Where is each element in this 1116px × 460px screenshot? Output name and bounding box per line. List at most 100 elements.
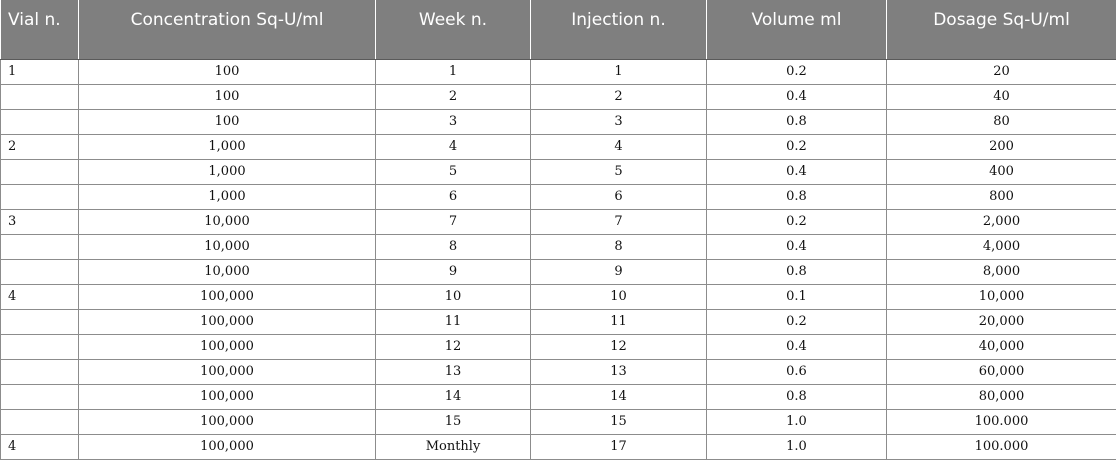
cell-vial: 4	[1, 434, 79, 459]
cell-week: 13	[376, 359, 531, 384]
header-dosage: Dosage Sq-U/ml	[887, 0, 1116, 59]
cell-volume: 0.2	[707, 134, 887, 159]
cell-injection: 3	[531, 109, 707, 134]
cell-dosage: 20,000	[887, 309, 1116, 334]
cell-concentration: 100,000	[79, 409, 376, 434]
cell-concentration: 100,000	[79, 359, 376, 384]
cell-injection: 4	[531, 134, 707, 159]
cell-concentration: 10,000	[79, 234, 376, 259]
cell-week: Monthly	[376, 434, 531, 459]
cell-vial: 1	[1, 59, 79, 84]
cell-volume: 0.4	[707, 334, 887, 359]
cell-dosage: 4,000	[887, 234, 1116, 259]
cell-dosage: 400	[887, 159, 1116, 184]
cell-vial	[1, 334, 79, 359]
cell-injection: 2	[531, 84, 707, 109]
cell-injection: 13	[531, 359, 707, 384]
cell-week: 1	[376, 59, 531, 84]
cell-concentration: 100,000	[79, 334, 376, 359]
cell-week: 8	[376, 234, 531, 259]
cell-volume: 0.1	[707, 284, 887, 309]
cell-dosage: 100.000	[887, 434, 1116, 459]
cell-volume: 1.0	[707, 409, 887, 434]
cell-injection: 10	[531, 284, 707, 309]
cell-injection: 12	[531, 334, 707, 359]
cell-volume: 0.6	[707, 359, 887, 384]
cell-dosage: 40,000	[887, 334, 1116, 359]
cell-volume: 0.8	[707, 384, 887, 409]
cell-concentration: 100	[79, 59, 376, 84]
cell-concentration: 1,000	[79, 184, 376, 209]
cell-week: 7	[376, 209, 531, 234]
cell-injection: 1	[531, 59, 707, 84]
cell-volume: 0.4	[707, 234, 887, 259]
cell-volume: 1.0	[707, 434, 887, 459]
cell-week: 10	[376, 284, 531, 309]
cell-injection: 6	[531, 184, 707, 209]
cell-vial: 2	[1, 134, 79, 159]
cell-week: 11	[376, 309, 531, 334]
cell-concentration: 100,000	[79, 384, 376, 409]
cell-dosage: 80	[887, 109, 1116, 134]
cell-concentration: 10,000	[79, 209, 376, 234]
cell-injection: 14	[531, 384, 707, 409]
header-injection-number: Injection n.	[531, 0, 707, 59]
cell-injection: 8	[531, 234, 707, 259]
header-volume: Volume ml	[707, 0, 887, 59]
cell-concentration: 100,000	[79, 434, 376, 459]
cell-vial: 4	[1, 284, 79, 309]
cell-injection: 17	[531, 434, 707, 459]
table-header: Vial n. Concentration Sq-U/ml Week n. In…	[1, 0, 1116, 59]
cell-volume: 0.8	[707, 184, 887, 209]
cell-week: 12	[376, 334, 531, 359]
cell-dosage: 10,000	[887, 284, 1116, 309]
cell-dosage: 100.000	[887, 409, 1116, 434]
cell-injection: 15	[531, 409, 707, 434]
cell-week: 15	[376, 409, 531, 434]
cell-dosage: 800	[887, 184, 1116, 209]
cell-dosage: 60,000	[887, 359, 1116, 384]
cell-dosage: 2,000	[887, 209, 1116, 234]
cell-week: 9	[376, 259, 531, 284]
cell-injection: 7	[531, 209, 707, 234]
cell-vial: 3	[1, 209, 79, 234]
cell-week: 5	[376, 159, 531, 184]
cell-concentration: 10,000	[79, 259, 376, 284]
cell-vial	[1, 259, 79, 284]
cell-dosage: 80,000	[887, 384, 1116, 409]
cell-injection: 9	[531, 259, 707, 284]
cell-vial	[1, 234, 79, 259]
cell-concentration: 100	[79, 84, 376, 109]
header-concentration: Concentration Sq-U/ml	[79, 0, 376, 59]
cell-vial	[1, 84, 79, 109]
cell-volume: 0.2	[707, 59, 887, 84]
cell-concentration: 1,000	[79, 134, 376, 159]
cell-concentration: 100	[79, 109, 376, 134]
cell-week: 2	[376, 84, 531, 109]
cell-volume: 0.4	[707, 159, 887, 184]
cell-volume: 0.8	[707, 259, 887, 284]
cell-volume: 0.2	[707, 209, 887, 234]
cell-volume: 0.2	[707, 309, 887, 334]
cell-vial	[1, 309, 79, 334]
cell-week: 3	[376, 109, 531, 134]
cell-concentration: 100,000	[79, 309, 376, 334]
header-row: Vial n. Concentration Sq-U/ml Week n. In…	[1, 0, 1116, 59]
cell-week: 4	[376, 134, 531, 159]
cell-dosage: 200	[887, 134, 1116, 159]
cell-dosage: 8,000	[887, 259, 1116, 284]
